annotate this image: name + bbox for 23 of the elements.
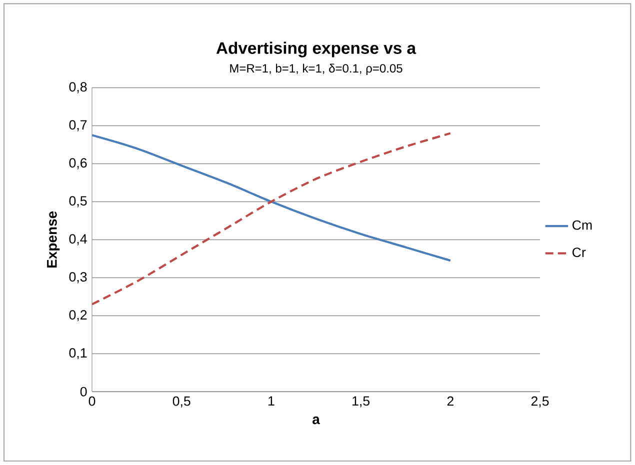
y-tick-label: 0,1 [69,348,87,360]
x-tick-label: 1 [268,396,274,406]
x-tick-label: 2 [447,396,454,406]
y-axis-title: Expense [47,211,60,268]
y-tick-label: 0,8 [69,82,87,94]
chart-title: Advertising expense vs a [216,42,416,58]
x-axis-title: a [312,416,320,424]
line-series [92,132,452,306]
legend-label: Cr [572,248,586,258]
x-tick-label: 1,5 [352,396,370,408]
y-tick-label: 0,6 [69,158,87,170]
chart-subtitle: M=R=1, b=1, k=1, δ=0.1, ρ=0.05 [230,64,402,75]
y-tick-label: 0,4 [69,234,87,246]
y-tick-label: 0,5 [69,196,87,208]
y-tick-label: 0,2 [69,310,87,322]
x-tick-label: 2,5 [531,396,549,408]
y-tick-label: 0,7 [69,120,87,132]
y-tick-label: 0,3 [69,272,87,284]
legend-label: Cm [572,220,592,230]
x-tick-label: 0 [88,396,96,406]
y-tick-label: 0 [80,386,87,396]
line-series [92,134,452,262]
x-tick-label: 0,5 [172,396,190,408]
